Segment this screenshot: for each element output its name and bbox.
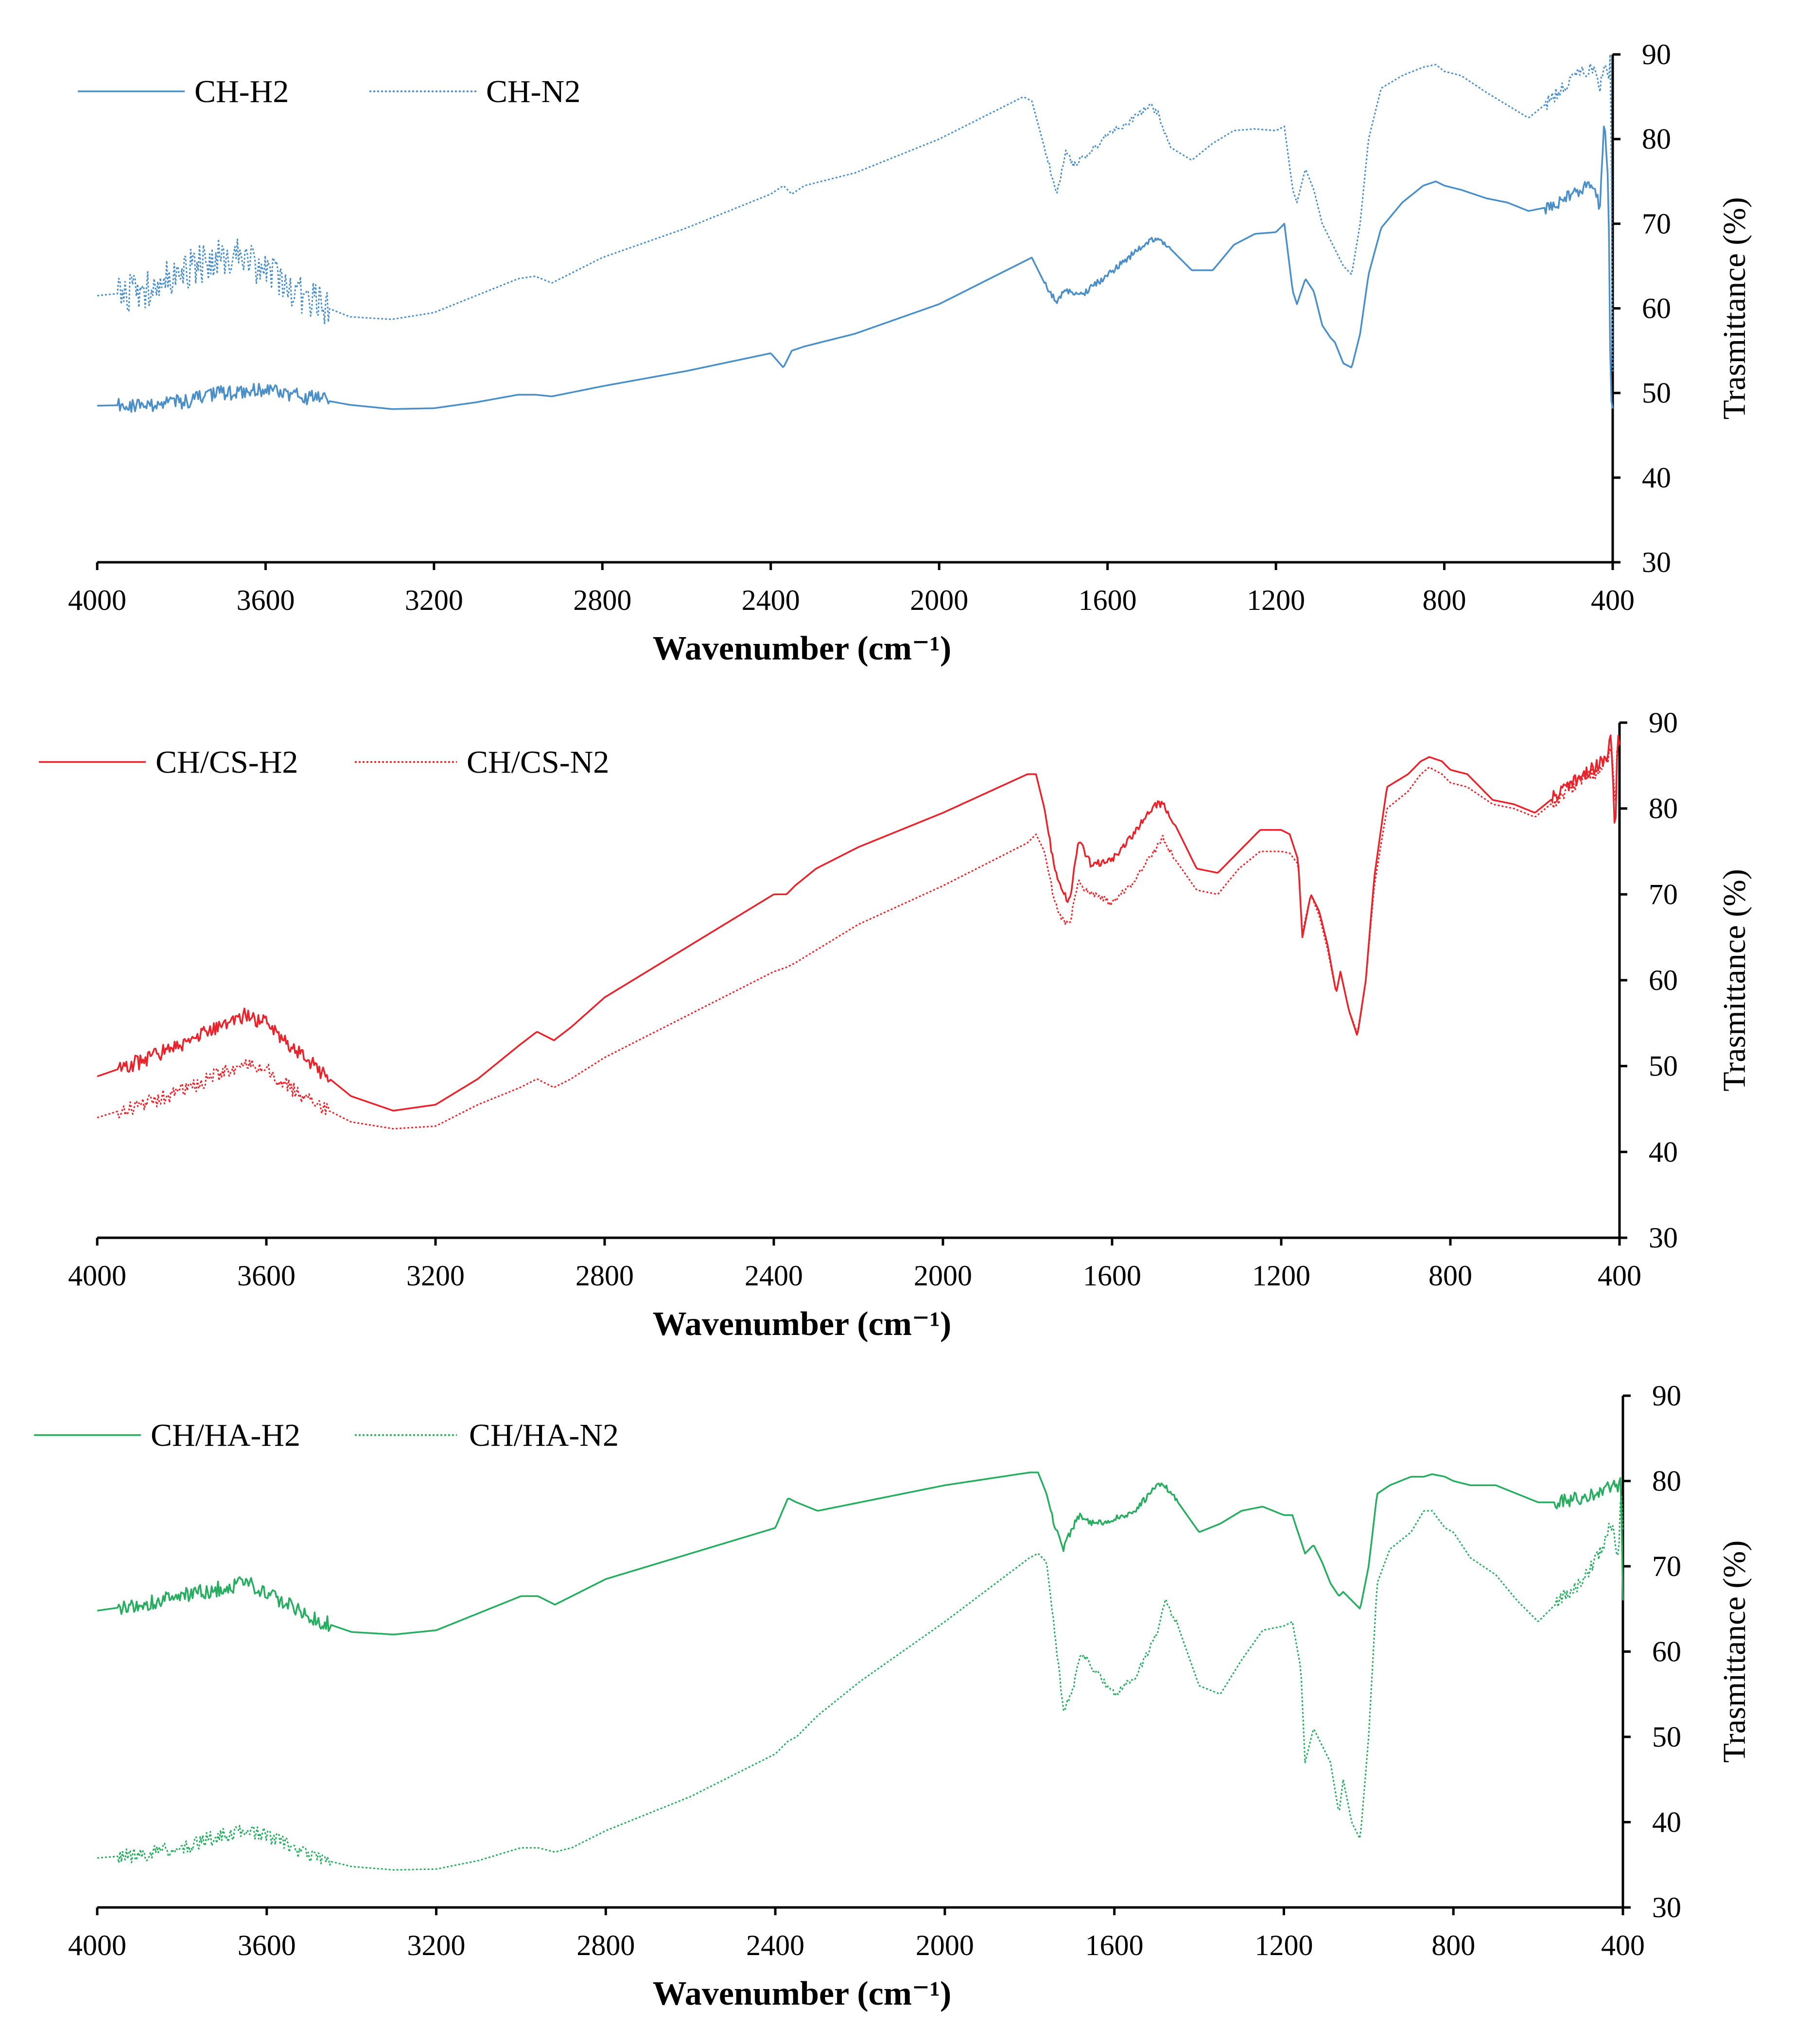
x-tick-label: 400 — [1598, 1260, 1641, 1292]
y-tick-label: 40 — [1649, 1136, 1678, 1168]
legend-label: CH/CS-H2 — [156, 745, 298, 780]
x-axis-label: Wavenumber (cm⁻¹) — [653, 630, 952, 667]
series-line-ch-cs-h2 — [97, 734, 1620, 1112]
x-tick-label: 2800 — [573, 584, 631, 616]
y-tick-label: 50 — [1642, 377, 1671, 409]
x-tick-label: 2400 — [746, 1929, 804, 1961]
y-tick-label: 80 — [1649, 793, 1678, 825]
legend-label: CH/HA-N2 — [469, 1418, 619, 1453]
x-tick-label: 2800 — [575, 1260, 634, 1292]
x-tick-label: 800 — [1423, 584, 1466, 616]
panel-ch-cs: 4000 3600 3200 2800 2400 2000 1600 1200 800 40030… — [39, 707, 1752, 1343]
x-axis-label: Wavenumber (cm⁻¹) — [653, 1975, 952, 2012]
x-tick-label: 400 — [1591, 584, 1635, 616]
y-tick-label: 70 — [1642, 208, 1671, 240]
x-tick-label: 4000 — [68, 1260, 126, 1292]
x-tick-label: 2800 — [576, 1929, 635, 1961]
x-tick-label: 3600 — [237, 1260, 296, 1292]
x-tick-label: 3200 — [407, 1929, 466, 1961]
x-tick-label: 1600 — [1085, 1929, 1144, 1961]
panel-ch: 4000 3600 3200 2800 2400 2000 1600 1200 800 40030… — [68, 38, 1752, 667]
y-tick-label: 90 — [1642, 38, 1671, 70]
x-tick-label: 2400 — [742, 584, 800, 616]
x-tick-label: 1200 — [1247, 584, 1305, 616]
y-tick-label: 50 — [1649, 1050, 1678, 1082]
x-tick-label: 2400 — [745, 1260, 803, 1292]
y-tick-label: 70 — [1652, 1550, 1681, 1582]
x-tick-label: 4000 — [68, 584, 126, 616]
y-tick-label: 60 — [1642, 293, 1671, 325]
series-line-ch-h2 — [97, 125, 1614, 413]
x-tick-label: 2000 — [910, 584, 968, 616]
x-tick-label: 2000 — [916, 1929, 974, 1961]
x-tick-label: 1600 — [1079, 584, 1137, 616]
y-axis-label: Trasmittance (%) — [1717, 197, 1752, 420]
x-tick-label: 800 — [1431, 1929, 1475, 1961]
y-tick-label: 90 — [1652, 1380, 1681, 1412]
x-tick-label: 3200 — [405, 584, 463, 616]
y-tick-label: 70 — [1649, 878, 1678, 910]
x-tick-label: 3600 — [238, 1929, 296, 1961]
series-line-ch-n2 — [97, 53, 1614, 372]
y-tick-label: 50 — [1652, 1721, 1681, 1753]
x-tick-label: 800 — [1428, 1260, 1472, 1292]
y-axis-label: Trasmittance (%) — [1717, 1541, 1752, 1763]
y-tick-label: 30 — [1649, 1222, 1678, 1254]
x-tick-label: 400 — [1601, 1929, 1645, 1961]
x-tick-label: 3600 — [236, 584, 295, 616]
y-tick-label: 90 — [1649, 707, 1678, 739]
x-axis-label: Wavenumber (cm⁻¹) — [653, 1305, 952, 1343]
panel-ch-ha: 4000 3600 3200 2800 2400 2000 1600 1200 800 40030… — [34, 1380, 1752, 2012]
series-line-ch-ha-n2 — [97, 1495, 1624, 1871]
y-tick-label: 30 — [1652, 1891, 1681, 1923]
x-tick-label: 3200 — [406, 1260, 465, 1292]
y-tick-label: 60 — [1649, 964, 1678, 996]
legend-label: CH/CS-N2 — [467, 745, 609, 780]
y-tick-label: 40 — [1652, 1806, 1681, 1838]
y-axis-label: Trasmittance (%) — [1717, 869, 1752, 1091]
y-tick-label: 40 — [1642, 462, 1671, 494]
legend-label: CH-H2 — [194, 74, 289, 109]
legend-label: CH/HA-H2 — [151, 1418, 300, 1453]
y-tick-label: 60 — [1652, 1636, 1681, 1668]
x-tick-label: 1600 — [1083, 1260, 1141, 1292]
x-tick-label: 4000 — [68, 1929, 126, 1961]
y-tick-label: 80 — [1652, 1465, 1681, 1497]
y-tick-label: 80 — [1642, 123, 1671, 155]
x-tick-label: 1200 — [1252, 1260, 1310, 1292]
x-tick-label: 2000 — [914, 1260, 972, 1292]
series-line-ch-cs-n2 — [97, 745, 1620, 1129]
x-tick-label: 1200 — [1254, 1929, 1313, 1961]
series-line-ch-ha-h2 — [97, 1472, 1624, 1636]
y-tick-label: 30 — [1642, 546, 1671, 578]
legend-label: CH-N2 — [486, 74, 580, 109]
